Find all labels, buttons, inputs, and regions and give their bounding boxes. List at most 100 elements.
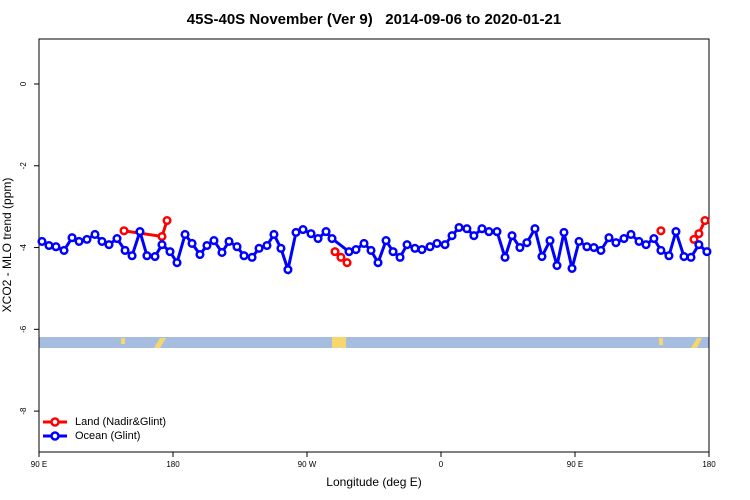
- point: [209, 236, 219, 246]
- point: [135, 227, 145, 237]
- point: [373, 258, 383, 268]
- point: [269, 229, 279, 240]
- point: [649, 233, 659, 244]
- point: [500, 252, 510, 262]
- point: [262, 240, 272, 251]
- point: [440, 240, 450, 250]
- point: [298, 225, 308, 235]
- point: [559, 227, 569, 237]
- point: [97, 236, 107, 246]
- point: [330, 247, 340, 257]
- point: [51, 242, 61, 252]
- point: [679, 251, 689, 262]
- point: [120, 245, 130, 255]
- y-tick-label: 0: [19, 81, 28, 86]
- point: [388, 247, 398, 257]
- point: [67, 233, 77, 243]
- point: [656, 226, 666, 236]
- point: [589, 242, 599, 253]
- point: [574, 236, 584, 246]
- point: [217, 247, 227, 258]
- land-ocean-strip: [39, 337, 709, 348]
- x-tick-label: 0: [439, 460, 444, 469]
- point: [522, 238, 532, 248]
- point: [689, 234, 699, 244]
- legend-label: Land (Nadir&Glint): [75, 416, 166, 428]
- point: [582, 242, 592, 252]
- y-tick-label: -8: [19, 407, 28, 415]
- point: [150, 251, 160, 262]
- point: [641, 240, 651, 250]
- point: [702, 247, 712, 257]
- point: [239, 251, 249, 261]
- point: [90, 229, 100, 240]
- point: [351, 245, 361, 255]
- point: [291, 227, 301, 237]
- point: [634, 236, 644, 246]
- point: [195, 249, 205, 260]
- point: [247, 252, 257, 262]
- point: [276, 243, 286, 253]
- point: [552, 260, 562, 271]
- point: [410, 243, 420, 253]
- point: [395, 252, 405, 262]
- point: [306, 229, 316, 239]
- point: [187, 238, 197, 249]
- point: [127, 251, 137, 261]
- point: [477, 224, 487, 234]
- point: [157, 231, 167, 242]
- point: [165, 247, 175, 257]
- x-tick-label: 180: [166, 460, 180, 469]
- point: [462, 224, 472, 234]
- point: [59, 245, 69, 255]
- point: [664, 251, 674, 261]
- point: [74, 236, 84, 246]
- point: [417, 245, 427, 255]
- point: [321, 227, 331, 237]
- point: [530, 224, 540, 234]
- point: [254, 243, 264, 253]
- legend-marker: [50, 431, 60, 441]
- x-tick-label: 90 E: [31, 460, 47, 469]
- legend-label: Ocean (Glint): [75, 430, 140, 442]
- point: [142, 251, 152, 261]
- point: [432, 238, 442, 249]
- point: [454, 222, 464, 233]
- y-tick-label: -2: [19, 162, 28, 170]
- point: [327, 233, 337, 244]
- point: [484, 227, 494, 237]
- point: [104, 240, 114, 250]
- point: [619, 233, 629, 244]
- point: [626, 229, 636, 240]
- point: [344, 247, 354, 257]
- point: [425, 242, 435, 252]
- point: [359, 238, 369, 249]
- point: [596, 245, 606, 255]
- point: [567, 263, 577, 273]
- point: [162, 216, 172, 226]
- point: [313, 233, 323, 244]
- y-axis-label: XCO2 - MLO trend (ppm): [0, 178, 14, 313]
- point: [537, 251, 547, 262]
- point: [283, 265, 293, 275]
- point: [694, 229, 704, 239]
- y-tick-label: -4: [19, 243, 28, 251]
- point: [671, 227, 681, 237]
- x-tick-label: 90 W: [298, 460, 317, 469]
- point: [611, 238, 621, 248]
- y-tick-label: -6: [19, 325, 28, 333]
- point: [694, 240, 704, 250]
- plot-frame: [38, 38, 710, 453]
- point: [202, 240, 212, 251]
- x-axis-label: Longitude (deg E): [326, 475, 421, 489]
- point: [37, 236, 47, 246]
- point: [342, 258, 352, 268]
- point: [119, 226, 129, 236]
- point: [402, 240, 412, 250]
- x-tick-label: 90 E: [567, 460, 583, 469]
- point: [224, 236, 234, 246]
- point: [336, 252, 346, 262]
- point: [44, 240, 54, 251]
- point: [82, 234, 92, 244]
